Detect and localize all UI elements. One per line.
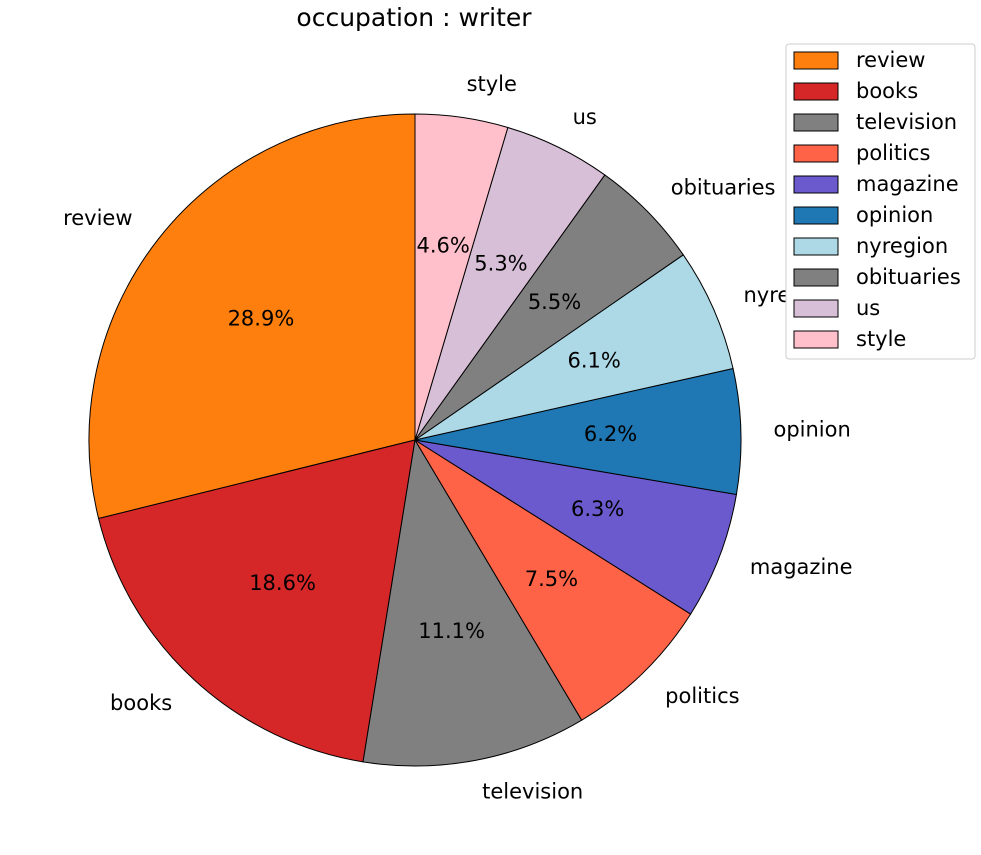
pct-label-obituaries: 5.5%	[528, 290, 581, 314]
legend-label-nyregion: nyregion	[856, 234, 948, 258]
legend-swatch-television	[793, 113, 839, 132]
pct-label-television: 11.1%	[418, 619, 485, 643]
pie-slice-magazine	[414, 439, 737, 615]
legend-label-review: review	[856, 48, 925, 72]
pie-slice-books	[97, 439, 416, 763]
slice-label-magazine: magazine	[750, 555, 853, 579]
pct-label-politics: 7.5%	[525, 567, 578, 591]
legend-swatch-style	[793, 330, 839, 349]
legend-swatch-opinion	[793, 206, 839, 225]
slice-label-books: books	[110, 691, 172, 715]
legend-swatch-us	[793, 299, 839, 318]
legend-label-magazine: magazine	[856, 172, 959, 196]
legend-label-style: style	[856, 327, 906, 351]
pie-slice-nyregion	[414, 254, 734, 441]
legend-label-politics: politics	[856, 141, 930, 165]
legend-label-us: us	[856, 296, 880, 320]
pct-label-review: 28.9%	[228, 306, 295, 330]
pct-label-nyregion: 6.1%	[567, 349, 620, 373]
legend: review books television politics magazine opi…	[785, 43, 976, 360]
pie-slice-politics	[414, 439, 692, 721]
legend-swatch-obituaries	[793, 268, 839, 287]
legend-swatch-nyregion	[793, 237, 839, 256]
legend-swatch-magazine	[793, 175, 839, 194]
pct-label-magazine: 6.3%	[571, 497, 624, 521]
legend-swatch-review	[793, 51, 839, 70]
chart-title: occupation : writer	[296, 3, 532, 32]
legend-label-books: books	[856, 79, 918, 103]
pie-slice-style	[414, 113, 509, 441]
slice-label-review: review	[63, 206, 132, 230]
pct-label-opinion: 6.2%	[584, 422, 637, 446]
slice-label-politics: politics	[665, 684, 739, 708]
legend-label-opinion: opinion	[856, 203, 933, 227]
slice-label-obituaries: obituaries	[671, 176, 776, 200]
pct-label-books: 18.6%	[249, 571, 316, 595]
slice-label-us: us	[573, 105, 597, 129]
legend-swatch-books	[793, 82, 839, 101]
pie-slice-opinion	[414, 367, 742, 496]
slice-label-style: style	[467, 72, 517, 96]
pct-label-us: 5.3%	[474, 251, 527, 275]
pie-slice-television	[362, 438, 583, 767]
slice-label-opinion: opinion	[773, 417, 850, 441]
legend-swatch-politics	[793, 144, 839, 163]
slice-label-television: television	[482, 779, 583, 803]
pie-slice-review	[88, 113, 416, 520]
pct-label-style: 4.6%	[416, 233, 469, 257]
legend-label-obituaries: obituaries	[856, 265, 961, 289]
legend-label-television: television	[856, 110, 957, 134]
